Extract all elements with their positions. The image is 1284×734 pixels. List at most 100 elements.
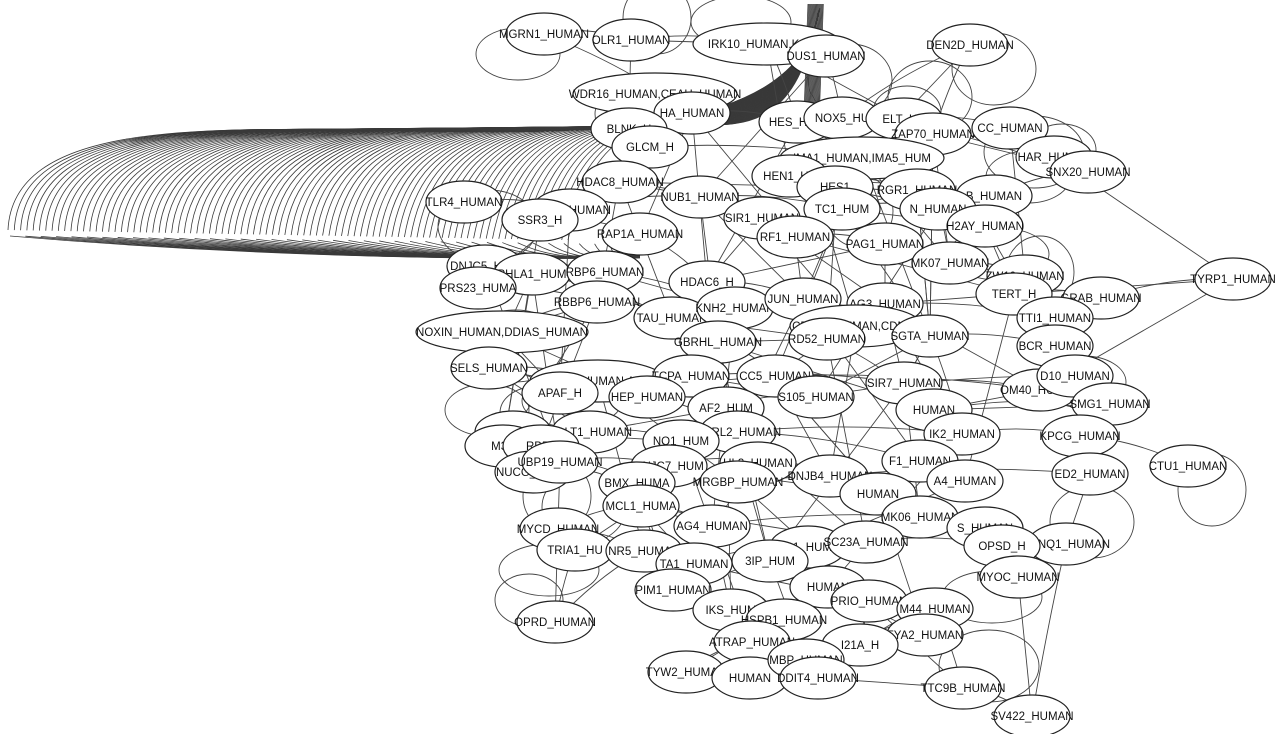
graph-node[interactable]: SNX20_HUMAN [1046,150,1131,194]
node-ellipse [788,317,866,361]
graph-node[interactable]: SV422_HUMAN [990,694,1074,734]
node-label: TYW2_HUMAN [646,667,727,679]
node-ellipse [946,204,1024,248]
graph-node[interactable]: GLCM_H [611,125,689,169]
graph-node[interactable]: H2AY_HUMAN [946,204,1024,248]
node-label: IMA1_HUMAN,IMA5_HUM [793,153,931,165]
graph-node[interactable]: SSR3_H [501,198,579,242]
graph-node[interactable]: FYA2_HUMAN [886,613,964,657]
node-label: TA1_HUMAN [660,559,729,571]
node-label: DUS1_HUMAN [786,51,865,63]
graph-node[interactable]: 3IP_HUM [731,539,809,583]
graph-node[interactable]: APAF_H [521,371,599,415]
graph-node[interactable]: KCNQ1_HUMAN [1022,522,1110,566]
node-label: DEN2D_HUMAN [926,40,1014,52]
graph-node[interactable]: RD52_HUMAN [788,317,866,361]
graph-node[interactable]: HDAC8_HUMAN [576,160,664,204]
graph-node[interactable]: TC1_HUM [803,187,881,231]
graph-node[interactable]: NUB1_HUMAN [660,175,740,219]
node-label: SSR3_H [518,215,563,227]
node-label: HDAC6_H [680,277,734,289]
node-ellipse [505,12,583,56]
graph-node[interactable]: TLR4_HUMAN [425,180,503,224]
node-label: PRIO_HUMAN [831,596,908,608]
graph-node[interactable]: TYRP1_HUMAN [1190,257,1276,301]
graph-node[interactable]: HUMAN [711,656,789,700]
node-ellipse [756,215,834,259]
graph-node[interactable]: MYOC_HUMAN [976,555,1060,599]
graph-node[interactable]: PIM1_HUMAN [634,568,712,612]
graph-node[interactable]: HA_HUMAN [653,91,731,135]
node-label: MRGBP_HUMAN [693,477,784,489]
graph-node[interactable]: CC_HUMAN [971,106,1049,150]
graph-node[interactable]: TYW2_HUMAN [646,650,727,694]
graph-node[interactable]: MGRN1_HUMAN [499,12,589,56]
graph-node[interactable]: MRGBP_HUMAN [693,460,784,504]
node-label: HDAC8_HUMAN [576,177,664,189]
graph-node[interactable]: KNH2_HUMAN [695,286,775,330]
node-label: OPSD_H [978,541,1025,553]
graph-node[interactable]: PRS23_HUMA [439,266,517,310]
graph-node[interactable]: A4_HUMAN [926,459,1004,503]
node-ellipse [501,198,579,242]
node-ellipse [777,375,855,419]
node-label: RAP1A_HUMAN [597,229,683,241]
node-label: RBP6_HUMAN [566,267,645,279]
graph-node[interactable]: PAG1_HUMAN [846,222,924,266]
graph-node[interactable]: ED2_HUMAN [1051,452,1129,496]
node-label: MK07_HUMAN [911,258,990,270]
graph-node[interactable]: RF1_HUMAN [756,215,834,259]
graph-node[interactable]: UBP19_HUMAN [518,440,603,484]
graph-node[interactable]: NOXIN_HUMAN,DDIAS_HUMAN [415,310,589,354]
graph-node[interactable]: TTC9B_HUMAN [921,666,1006,710]
graph-node[interactable]: AG4_HUMAN [673,504,751,548]
node-label: TYRP1_HUMAN [1190,274,1276,286]
node-label: TC1_HUM [815,204,869,216]
node-label: MK06_HUMAN [881,512,960,524]
node-label: ED2_HUMAN [1055,469,1126,481]
graph-node[interactable]: MK07_HUMAN [911,241,990,285]
node-label: RF1_HUMAN [760,232,830,244]
node-label: GLCM_H [626,142,674,154]
graph-node[interactable]: BCR_HUMAN [1016,324,1094,368]
graph-node[interactable]: SMG1_HUMAN [1069,382,1151,426]
graph-node[interactable]: OPRD_HUMAN [514,600,596,644]
node-ellipse [803,187,881,231]
node-label: CTU1_HUMAN [1149,461,1228,473]
node-label: SMG1_HUMAN [1069,399,1150,411]
graph-node[interactable]: DEN2D_HUMAN [926,23,1014,67]
node-label: MGRN1_HUMAN [499,29,589,41]
node-label: IKS_HUM [705,605,756,617]
node-ellipse [634,568,712,612]
node-label: RD52_HUMAN [788,334,866,346]
graph-node[interactable]: MK06_HUMAN [881,495,960,539]
graph-edge [794,236,1015,295]
graph-node[interactable]: S105_HUMAN [777,375,855,419]
graph-node[interactable]: DUS1_HUMAN [786,34,866,78]
graph-node[interactable]: SELS_HUMAN [450,346,528,390]
graph-node[interactable]: HEP_HUMAN [608,375,686,419]
graph-node[interactable]: DDIT4_HUMAN [777,656,859,700]
node-label: SV422_HUMAN [990,711,1073,723]
node-label: SIR7_HUMAN [867,378,941,390]
node-label: PRS23_HUMA [440,283,517,295]
graph-node[interactable]: SC23A_HUMAN [824,520,909,564]
node-ellipse [661,175,739,219]
node-label: HA_HUMAN [660,108,725,120]
node-ellipse [581,160,659,204]
node-ellipse [699,460,777,504]
node-ellipse [1051,452,1129,496]
graph-node[interactable]: CTU1_HUMAN [1149,444,1228,488]
graph-node[interactable]: PRIO_HUMAN [830,579,908,623]
graph-node[interactable]: MCL1_HUMA [602,484,680,528]
graph-node[interactable]: RAP1A_HUMAN [597,212,683,256]
graph-node[interactable]: SGTA_HUMAN [890,314,970,358]
graph-node[interactable]: RBBP6_HUMAN [554,280,640,324]
node-label: BCR_HUMAN [1019,341,1092,353]
graph-node[interactable]: OLR1_HUMAN [592,18,671,62]
node-ellipse [521,440,599,484]
graph-node[interactable]: NOX5_HU [803,96,881,140]
graph-node[interactable]: TRIA1_HU [536,528,614,572]
node-label: ZAP70_HUMAN [891,129,975,141]
